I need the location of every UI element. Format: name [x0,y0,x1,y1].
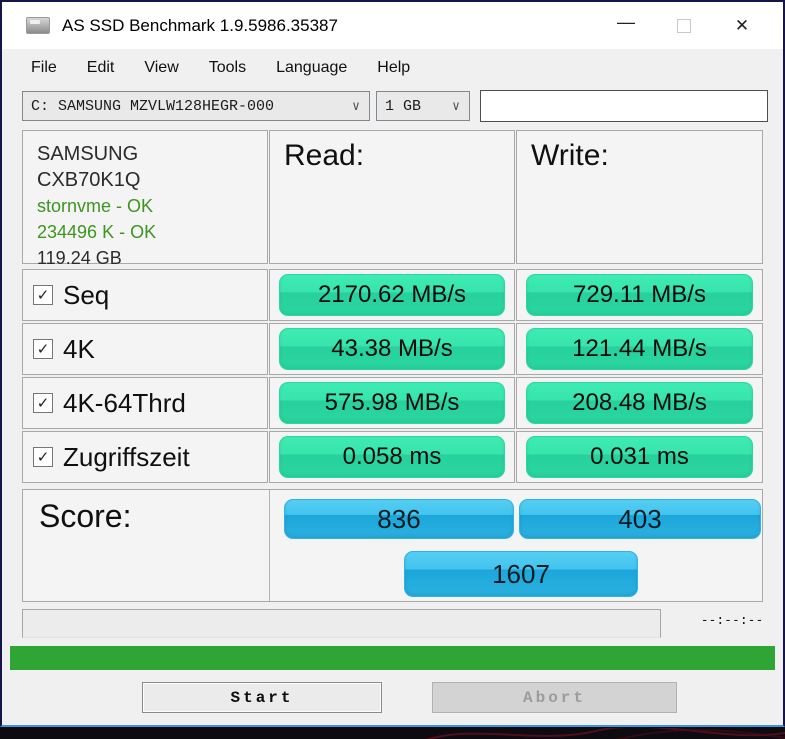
drive-select-value: C: SAMSUNG MZVLW128HEGR-000 [31,97,275,115]
access-checkbox[interactable]: ✓ [33,447,53,467]
status-bar [22,609,661,638]
window-controls: — ✕ [597,2,783,49]
menu-item-language[interactable]: Language [276,59,348,76]
4k-read-value: 43.38 MB/s [278,328,506,370]
row-seq-write-cell: 729.11 MB/s [516,269,763,321]
minimize-button[interactable]: — [597,2,655,49]
progress-bar [10,646,775,670]
write-score-value: 403 [519,499,761,539]
close-icon: ✕ [734,15,750,35]
drive-model: SAMSUNG [37,143,139,165]
maximize-icon [677,18,691,33]
row-4k-label-cell: ✓ 4K [22,323,268,375]
access-write-value: 0.031 ms [525,436,754,478]
seq-read-value: 2170.62 MB/s [278,274,506,316]
drive-info-panel: SAMSUNG CXB70K1Q stornvme - OK 234496 K … [22,130,268,268]
chevron-down-icon: ∨ [352,98,360,114]
row-4k64-read-cell: 575.98 MB/s [269,377,515,429]
4k64-read-value: 575.98 MB/s [278,382,506,424]
time-remaining: --:--:-- [700,613,764,628]
row-4k-read-cell: 43.38 MB/s [269,323,515,375]
row-access-read-cell: 0.058 ms [269,431,515,483]
drive-capacity: 119.24 GB [37,248,122,268]
row-access-write-cell: 0.031 ms [516,431,763,483]
alignment-status: 234496 K - OK [37,222,157,242]
score-panel: Score: 836 403 1607 [22,489,763,602]
check-icon: ✓ [36,395,50,412]
row-seq-label-cell: ✓ Seq [22,269,268,321]
menu-item-file[interactable]: File [31,59,57,76]
check-icon: ✓ [36,449,50,466]
minimize-icon: — [617,12,635,32]
menu-bar: File Edit View Tools Language Help [2,49,783,87]
4k-checkbox[interactable]: ✓ [33,339,53,359]
total-score-value: 1607 [404,551,638,597]
check-icon: ✓ [36,287,50,304]
chevron-down-icon: ∨ [452,98,460,114]
row-4k-write-cell: 121.44 MB/s [516,323,763,375]
driver-status: stornvme - OK [37,196,154,216]
row-access-label-cell: ✓ Zugriffszeit [22,431,268,483]
drive-select[interactable]: C: SAMSUNG MZVLW128HEGR-000 ∨ [22,91,370,121]
title-bar: AS SSD Benchmark 1.9.5986.35387 — ✕ [2,2,783,49]
free-text-field[interactable] [480,90,768,122]
write-header: Write: [516,130,763,264]
4k-write-value: 121.44 MB/s [525,328,754,370]
read-header: Read: [269,130,515,264]
menu-item-view[interactable]: View [144,59,179,76]
row-label: 4K-64Thrd [63,387,186,418]
drive-app-icon [26,17,50,34]
row-label: 4K [63,333,95,364]
row-4k64-write-cell: 208.48 MB/s [516,377,763,429]
maximize-button[interactable] [655,2,713,49]
score-divider [269,490,270,601]
desktop-background [0,727,785,739]
4k64-write-value: 208.48 MB/s [525,382,754,424]
test-size-value: 1 GB [385,97,422,115]
seq-checkbox[interactable]: ✓ [33,285,53,305]
4k64-checkbox[interactable]: ✓ [33,393,53,413]
row-seq-read-cell: 2170.62 MB/s [269,269,515,321]
toolbar: C: SAMSUNG MZVLW128HEGR-000 ∨ 1 GB ∨ [2,87,783,131]
test-size-select[interactable]: 1 GB ∨ [376,91,470,121]
close-button[interactable]: ✕ [713,2,771,49]
menu-item-tools[interactable]: Tools [208,59,247,76]
score-label: Score: [39,498,132,534]
row-label: Seq [63,279,110,310]
seq-write-value: 729.11 MB/s [525,274,754,316]
row-label: Zugriffszeit [63,441,190,472]
access-read-value: 0.058 ms [278,436,506,478]
menu-item-help[interactable]: Help [377,59,411,76]
read-score-value: 836 [284,499,514,539]
abort-button[interactable]: Abort [432,682,677,713]
drive-firmware: CXB70K1Q [37,169,141,191]
start-button[interactable]: Start [142,682,382,713]
window-title: AS SSD Benchmark 1.9.5986.35387 [62,15,338,35]
menu-item-edit[interactable]: Edit [86,59,115,76]
wallpaper-pattern [425,727,785,739]
row-4k64-label-cell: ✓ 4K-64Thrd [22,377,268,429]
check-icon: ✓ [36,341,50,358]
